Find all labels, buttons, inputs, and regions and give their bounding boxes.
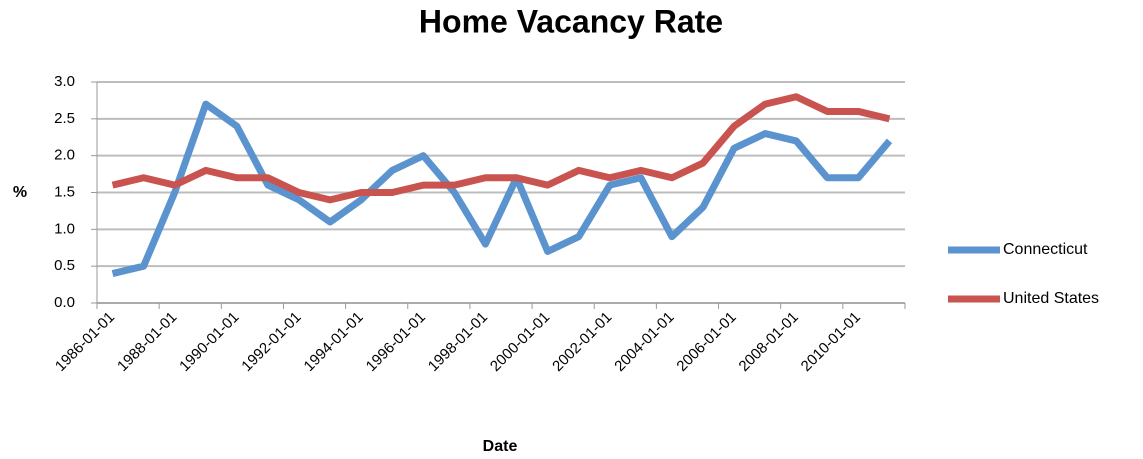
x-tick-label: 1998-01-01: [425, 309, 491, 375]
y-tick-label: 2.5: [54, 110, 75, 127]
x-tick-label: 1988-01-01: [114, 309, 180, 375]
y-tick-label: 2.0: [54, 147, 75, 164]
legend-label: United States: [1003, 290, 1099, 307]
x-tick-label: 1986-01-01: [52, 309, 118, 375]
y-tick-label: 0.0: [54, 294, 75, 311]
x-axis-title: Date: [483, 438, 518, 455]
series-line: [111, 100, 893, 277]
x-tick-label: 1996-01-01: [363, 309, 429, 375]
x-tick-label: 2004-01-01: [611, 309, 677, 375]
x-tick-label: 2008-01-01: [736, 309, 802, 375]
x-tick-label: 1990-01-01: [176, 309, 242, 375]
x-tick-label: 1992-01-01: [238, 309, 304, 375]
y-tick-label: 0.5: [54, 257, 75, 274]
y-tick-label: 3.0: [54, 73, 75, 90]
series-line: [111, 93, 891, 204]
y-tick-label: 1.0: [54, 220, 75, 237]
y-tick-label: 1.5: [54, 183, 75, 200]
legend-label: Connecticut: [1003, 241, 1088, 258]
x-tick-label: 2000-01-01: [487, 309, 553, 375]
x-tick-label: 2002-01-01: [549, 309, 615, 375]
x-tick-label: 2010-01-01: [798, 309, 864, 375]
x-tick-label: 1994-01-01: [301, 309, 367, 375]
x-tick-label: 2006-01-01: [673, 309, 739, 375]
y-axis-title: %: [13, 184, 27, 201]
chart-title: Home Vacancy Rate: [419, 3, 723, 39]
